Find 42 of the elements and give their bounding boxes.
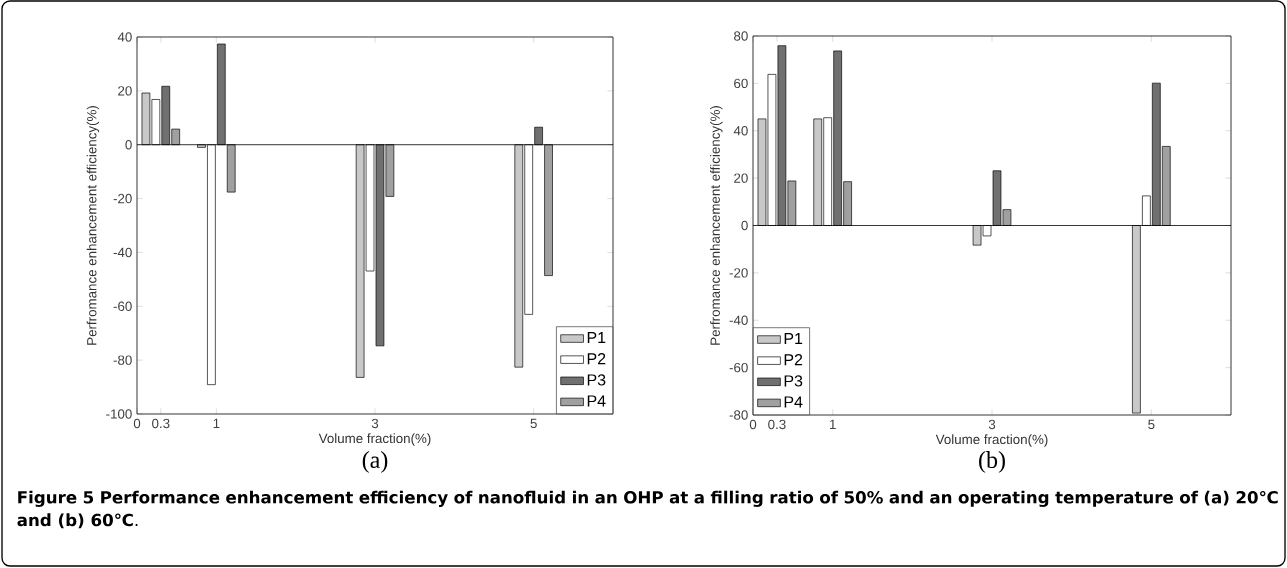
y-tick-label: -100 bbox=[106, 409, 132, 419]
y-tick-label: -80 bbox=[113, 355, 132, 365]
x-tick-label: 5 bbox=[530, 418, 537, 429]
legend-label: P4 bbox=[784, 396, 803, 408]
y-tick-label: 40 bbox=[733, 126, 748, 136]
x-tick-label: 0 bbox=[749, 419, 757, 430]
y-tick-label: 20 bbox=[734, 173, 748, 183]
y-tick-label: -60 bbox=[729, 362, 748, 373]
legend-label: P4 bbox=[587, 395, 606, 407]
x-tick-label: 3 bbox=[988, 419, 996, 430]
x-tick-label: 0.3 bbox=[768, 419, 786, 430]
y-tick-label: 80 bbox=[734, 31, 748, 41]
y-tick-label: -20 bbox=[729, 268, 748, 278]
legend-label: P2 bbox=[587, 353, 606, 365]
text: Figure 5 Performance enhancement efficiency of nanofluid in an OHP at a filling ratio of 50% and an operating temperature of (a) 20℃ and (b) 60℃. bbox=[17, 490, 1278, 529]
x-tick-label: 0.3 bbox=[152, 418, 170, 429]
y-axis-title: Perfromance enhancement efficiency(%) bbox=[710, 106, 723, 345]
x-axis-title: Volume fraction(%) bbox=[935, 434, 1048, 447]
legend-label: P2 bbox=[784, 354, 803, 366]
legend-label: P3 bbox=[587, 374, 606, 386]
y-tick-label: 0 bbox=[125, 140, 132, 150]
y-axis-title: Perfromance enhancement efficiency(%) bbox=[86, 106, 100, 345]
y-tick-label: -80 bbox=[729, 410, 748, 420]
legend-label: P1 bbox=[587, 332, 606, 344]
y-tick-label: -60 bbox=[113, 301, 132, 311]
text: (b) bbox=[979, 451, 1005, 473]
x-tick-label: 1 bbox=[213, 418, 220, 428]
y-tick-label: 0 bbox=[741, 220, 748, 231]
legend-label: P3 bbox=[784, 375, 803, 387]
x-tick-label: 3 bbox=[371, 418, 379, 429]
text: (a) bbox=[362, 451, 388, 473]
x-tick-label: 1 bbox=[829, 419, 836, 429]
y-tick-label: -40 bbox=[729, 315, 748, 325]
y-tick-label: 60 bbox=[734, 78, 748, 89]
x-axis-title: Volume fraction(%) bbox=[318, 433, 431, 446]
y-tick-label: 40 bbox=[117, 32, 132, 42]
y-tick-label: -40 bbox=[113, 247, 132, 258]
y-tick-label: -20 bbox=[113, 193, 132, 204]
x-tick-label: 5 bbox=[1148, 419, 1155, 430]
y-tick-label: 20 bbox=[118, 86, 132, 96]
x-tick-label: 0 bbox=[133, 418, 141, 429]
legend-label: P1 bbox=[784, 333, 803, 345]
